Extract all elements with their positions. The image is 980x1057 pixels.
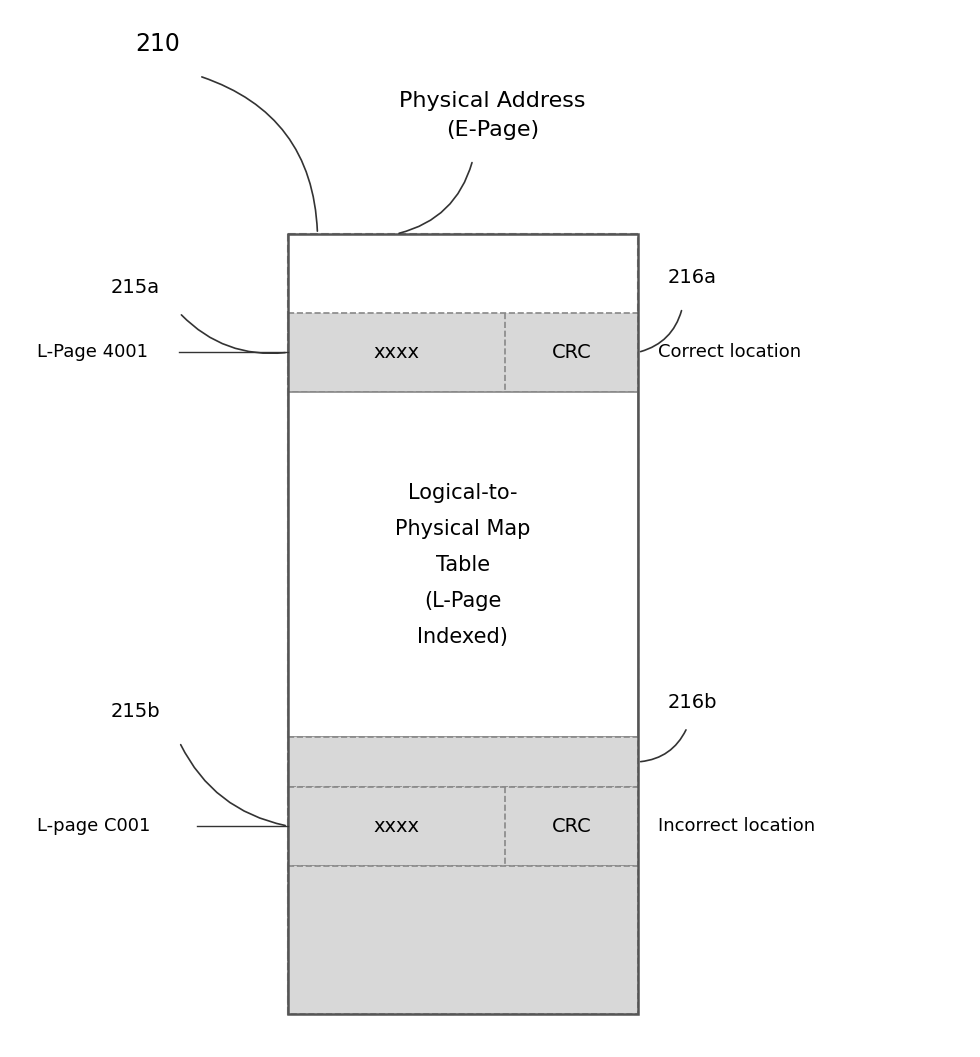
Text: L-Page 4001: L-Page 4001 xyxy=(36,344,148,361)
Bar xyxy=(288,866,638,1014)
Text: xxxx: xxxx xyxy=(373,817,419,835)
Bar xyxy=(288,313,638,392)
Text: Physical Address
(E-Page): Physical Address (E-Page) xyxy=(399,91,586,141)
Bar xyxy=(288,866,638,1014)
Bar xyxy=(288,392,638,737)
Bar xyxy=(288,786,638,866)
Text: L-page C001: L-page C001 xyxy=(36,817,150,835)
Text: 215a: 215a xyxy=(111,278,160,297)
Text: CRC: CRC xyxy=(552,342,591,361)
Text: CRC: CRC xyxy=(552,817,591,835)
Bar xyxy=(288,313,638,392)
Bar xyxy=(288,786,638,866)
Bar xyxy=(288,737,638,786)
Text: 216b: 216b xyxy=(667,692,717,711)
Bar xyxy=(288,737,638,786)
Text: 215b: 215b xyxy=(111,703,160,722)
Text: 210: 210 xyxy=(135,33,180,56)
Text: Logical-to-
Physical Map
Table
(L-Page
Indexed): Logical-to- Physical Map Table (L-Page I… xyxy=(395,482,530,647)
Bar xyxy=(288,234,638,1014)
Text: xxxx: xxxx xyxy=(373,342,419,361)
Text: Incorrect location: Incorrect location xyxy=(658,817,814,835)
Text: Correct location: Correct location xyxy=(658,344,801,361)
Bar xyxy=(288,234,638,1014)
Text: 216a: 216a xyxy=(667,268,716,288)
